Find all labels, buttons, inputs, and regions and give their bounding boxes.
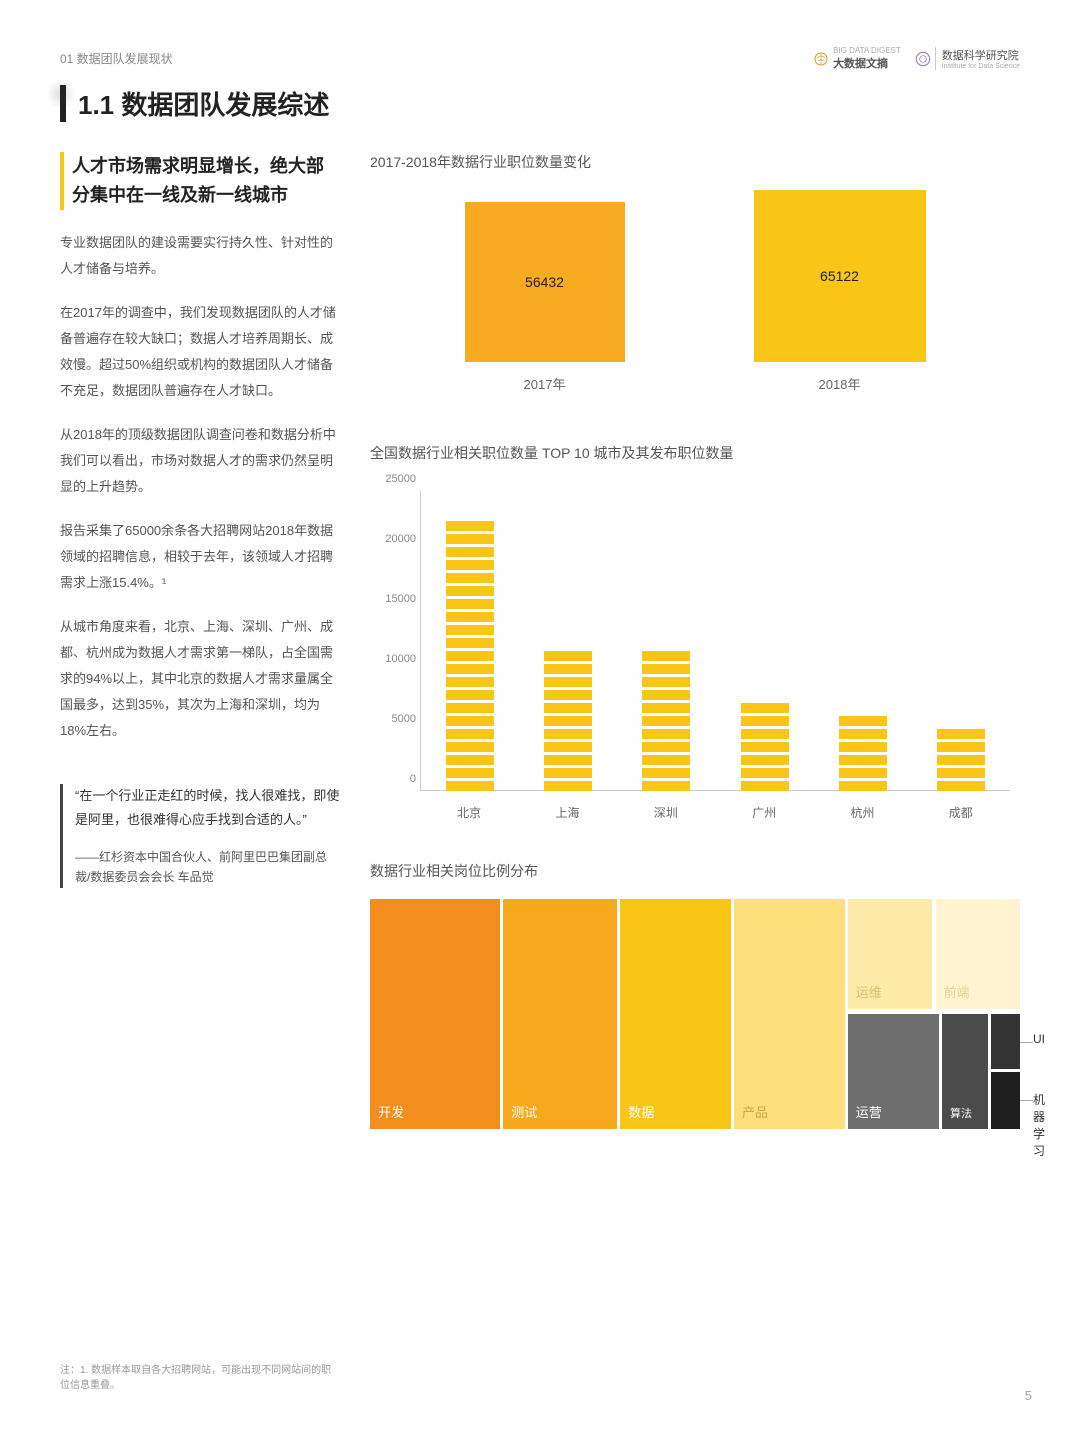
chart2-xlabel: 杭州 (838, 804, 886, 821)
chart2-xlabel: 北京 (445, 804, 493, 821)
chart1-item: 56432 2017年 (465, 202, 625, 393)
chart2-ytick: 10000 (371, 653, 416, 665)
chart3-treemap: 开发测试数据产品运维前端运营算法UI机器学习 (370, 899, 1020, 1129)
body-paragraph: 报告采集了65000余条各大招聘网站2018年数据领域的招聘信息，相较于去年，该… (60, 518, 340, 596)
body-paragraph: 专业数据团队的建设需要实行持久性、针对性的人才储备与培养。 (60, 230, 340, 282)
treemap-tile: 产品 (734, 899, 845, 1129)
section-number: 1.1 (78, 90, 114, 120)
right-column: 2017-2018年数据行业职位数量变化 56432 2017年 65122 2018… (370, 152, 1020, 1129)
chart1-label: 2018年 (754, 374, 926, 393)
body-paragraph: 从2018年的顶级数据团队调查问卷和数据分析中我们可以看出，市场对数据人才的需求… (60, 422, 340, 500)
treemap-tile: 运维 (848, 899, 933, 1009)
treemap-tile: 算法 (942, 1014, 988, 1129)
chart2-bar (741, 700, 789, 791)
page-number: 5 (1025, 1388, 1032, 1403)
chart2-xlabel: 成都 (937, 804, 985, 821)
chart2-ytick: 5000 (371, 713, 416, 725)
chart2-ytick: 20000 (371, 533, 416, 545)
chart2-bar (937, 726, 985, 791)
logo-en: BIG DATA DIGEST (833, 46, 901, 55)
chart2-xlabel: 深圳 (642, 804, 690, 821)
quote-text: “在一个行业正走红的时候，找人很难找，即使是阿里，也很难得心应手找到合适的人。” (75, 784, 340, 833)
chart2-bar (839, 713, 887, 791)
treemap-tile: 开发 (370, 899, 500, 1129)
quote-block: “在一个行业正走红的时候，找人很难找，即使是阿里，也很难得心应手找到合适的人。”… (60, 784, 340, 888)
section-title-text: 数据团队发展综述 (121, 90, 329, 120)
chart1-item: 65122 2018年 (754, 190, 926, 393)
subheading: 人才市场需求明显增长，绝大部分集中在一线及新一线城市 (60, 152, 340, 210)
tree-icon (813, 51, 829, 67)
body-paragraph: 从城市角度来看，北京、上海、深圳、广州、成都、杭州成为数据人才需求第一梯队，占全… (60, 614, 340, 744)
chart3-title: 数据行业相关岗位比例分布 (370, 861, 1020, 881)
chart2-xlabel: 广州 (740, 804, 788, 821)
treemap-tile: 运营 (848, 1014, 939, 1129)
chart2-xlabel: 上海 (543, 804, 591, 821)
header-logos: BIG DATA DIGEST 大数据文摘 数据科学研究院 Institute … (813, 46, 1020, 71)
treemap-external-label: UI (1033, 1032, 1045, 1046)
chart2-bar (642, 648, 690, 791)
chart1-square: 56432 (465, 202, 625, 362)
treemap-tile (991, 1072, 1020, 1130)
chart2-ytick: 15000 (371, 593, 416, 605)
treemap-tile (991, 1014, 1020, 1069)
chart2-title: 全国数据行业相关职位数量 TOP 10 城市及其发布职位数量 (370, 443, 1020, 463)
chart2-bar (544, 648, 592, 791)
chart2-bar (446, 518, 494, 791)
treemap-tile: 前端 (936, 899, 1021, 1009)
left-column: 人才市场需求明显增长，绝大部分集中在一线及新一线城市 专业数据团队的建设需要实行… (60, 152, 340, 1129)
logo-lab-en: Institute for Data Science (942, 63, 1020, 70)
chart2-ytick: 0 (371, 773, 416, 785)
section-title: 1.1 数据团队发展综述 (60, 85, 1020, 122)
chart1-title: 2017-2018年数据行业职位数量变化 (370, 152, 1020, 172)
logo-bigdata-digest: BIG DATA DIGEST 大数据文摘 (813, 46, 901, 71)
logo-cn: 大数据文摘 (833, 55, 901, 71)
body-paragraph: 在2017年的调查中，我们发现数据团队的人才储备普遍存在较大缺口；数据人才培养周… (60, 300, 340, 404)
chart1-square: 65122 (754, 190, 926, 362)
logo-tsinghua: 数据科学研究院 Institute for Data Science (915, 47, 1020, 70)
footnote: 注：1. 数据样本取自各大招聘网站，可能出现不同网站间的职位信息重叠。 (60, 1363, 340, 1393)
treemap-tile: 测试 (503, 899, 617, 1129)
chart1-label: 2017年 (465, 374, 625, 393)
logo-lab: 数据科学研究院 (942, 47, 1020, 63)
chart1: 56432 2017年 65122 2018年 (370, 190, 1020, 393)
quote-attribution: ——红杉资本中国合伙人、前阿里巴巴集团副总裁/数据委员会会长 车品觉 (75, 847, 340, 888)
treemap-tile: 数据 (620, 899, 731, 1129)
seal-icon (915, 51, 931, 67)
chart2-ytick: 25000 (371, 473, 416, 485)
treemap-external-label: 机器学习 (1033, 1091, 1045, 1159)
chart2: 0500010000150002000025000 北京上海深圳广州杭州成都 (370, 481, 1020, 821)
